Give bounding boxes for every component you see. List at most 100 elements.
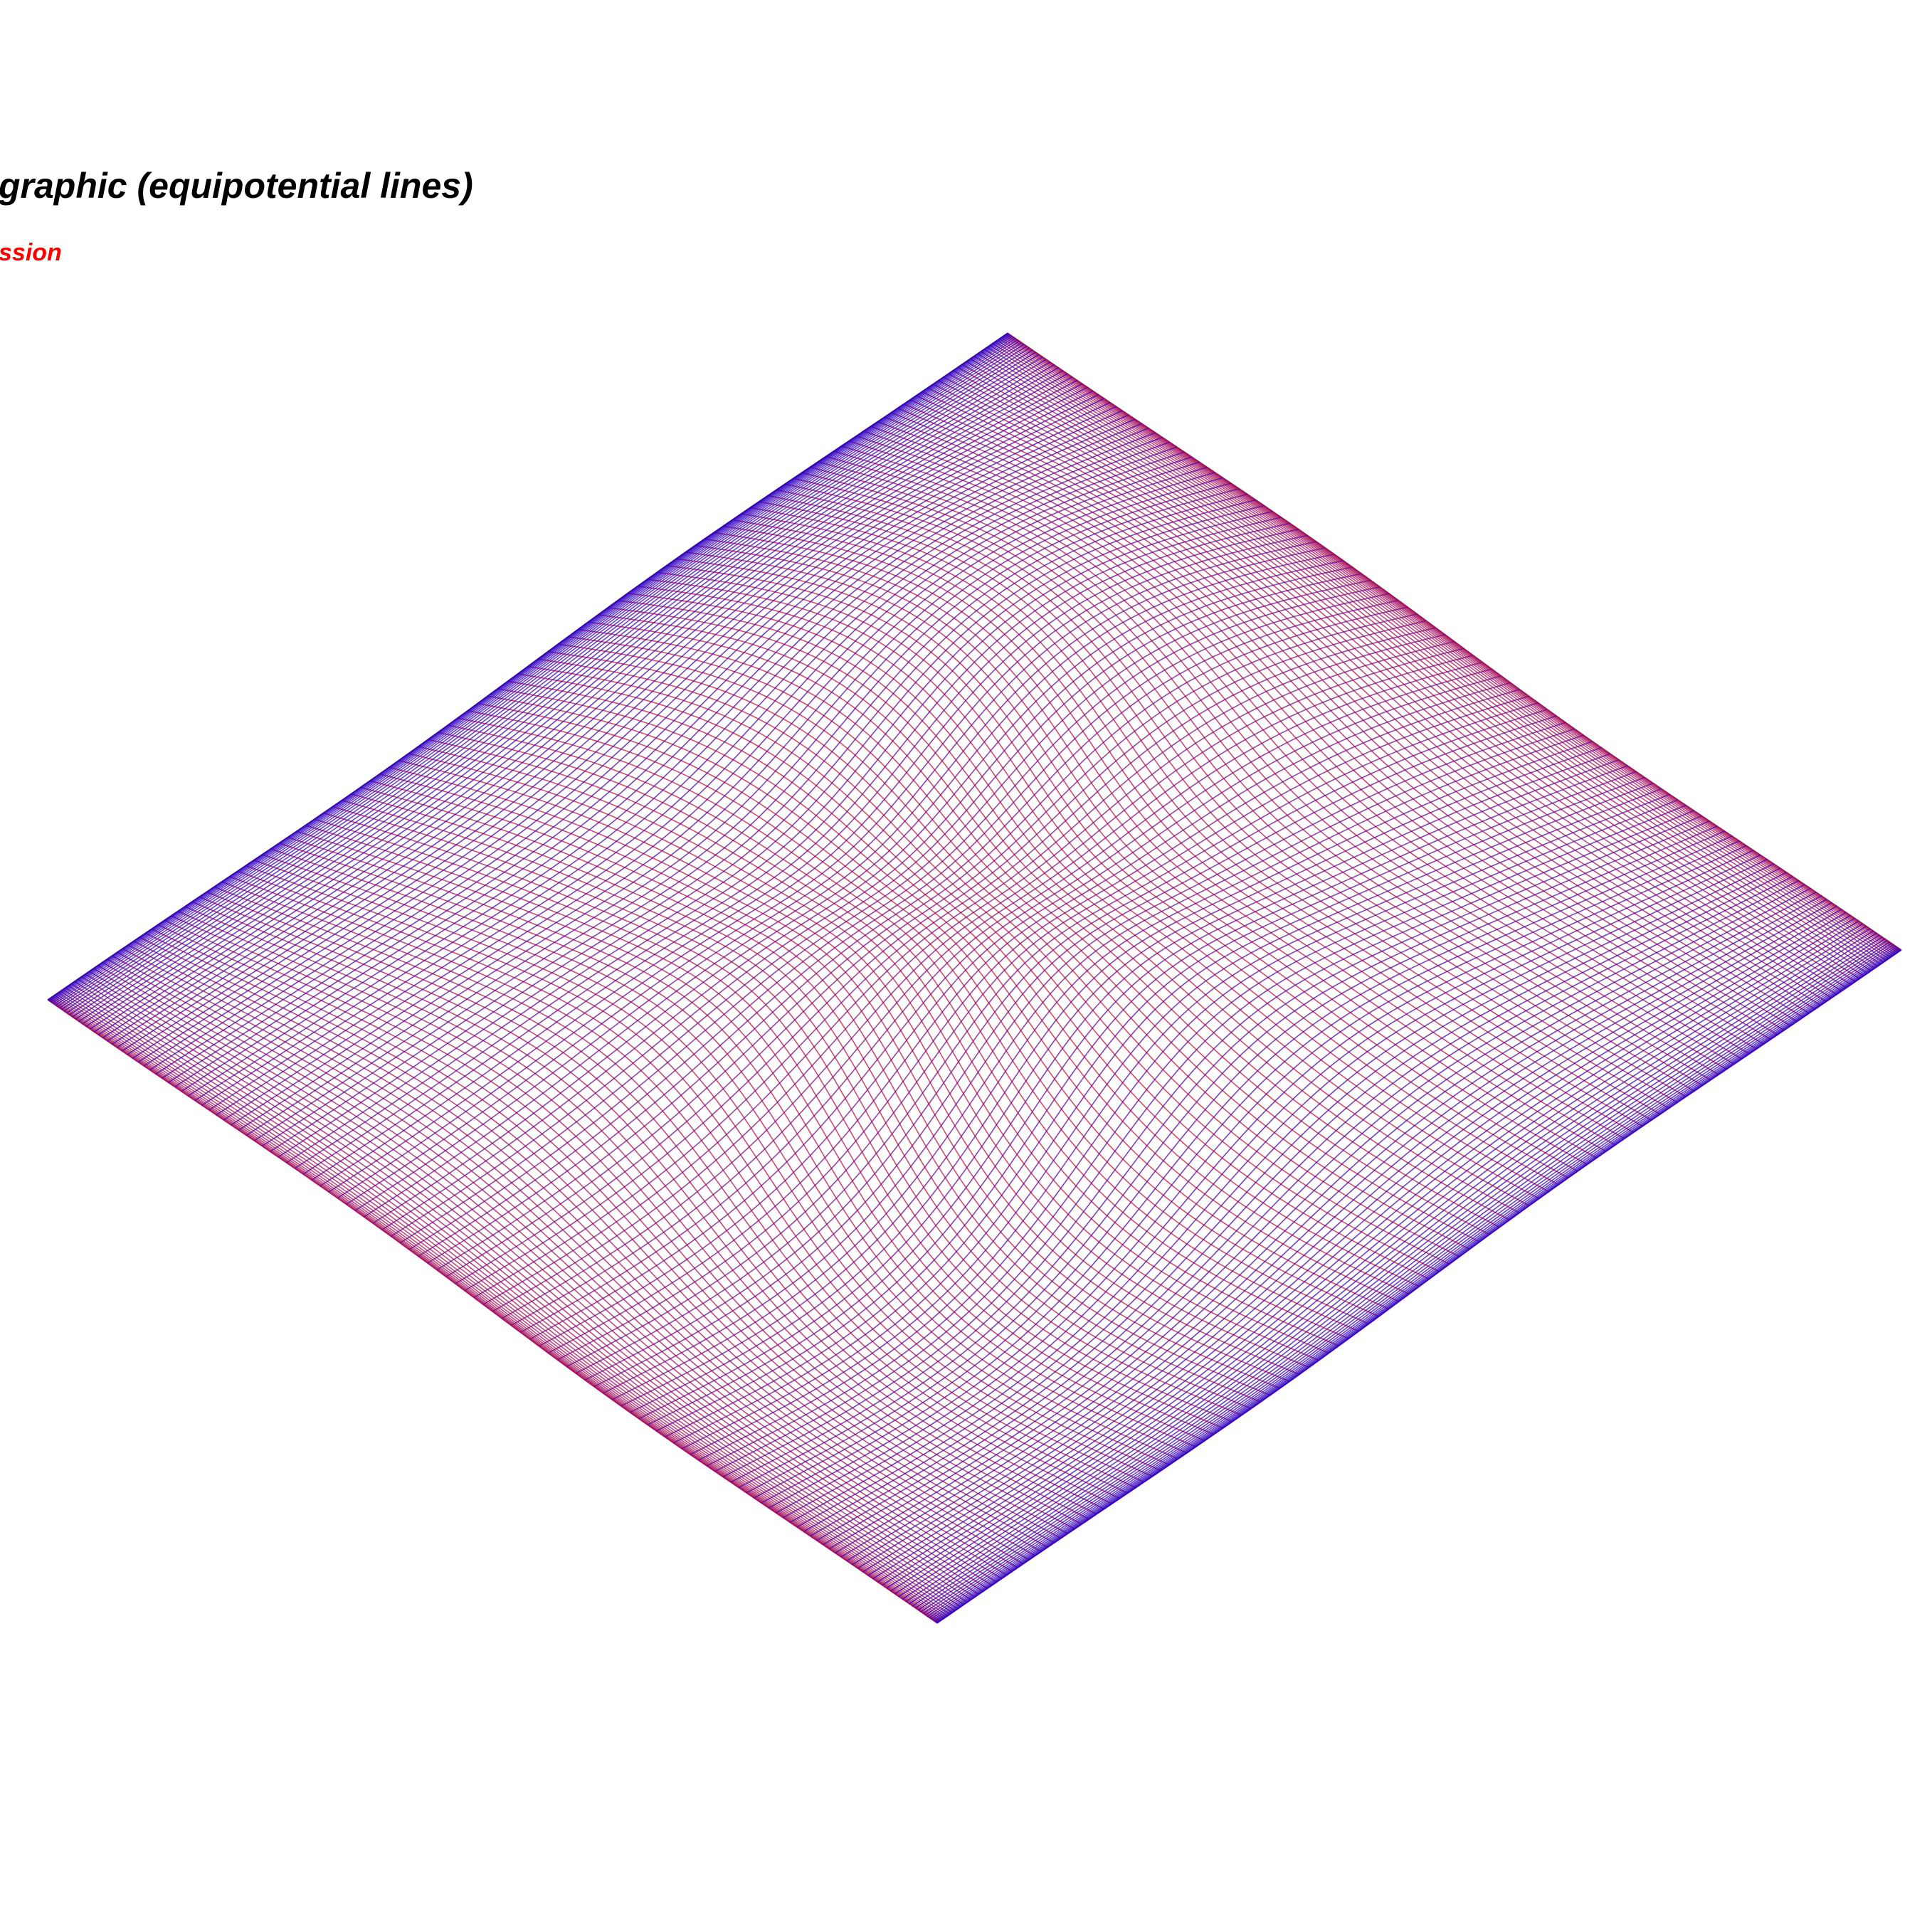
mesh-line-blue <box>61 342 1023 1010</box>
mesh-line-blue <box>143 398 1105 1067</box>
mesh-line-blue <box>72 349 1033 1018</box>
mesh-line-blue <box>187 427 1149 1097</box>
mesh-line-blue <box>898 923 1864 1598</box>
mesh-line-blue <box>48 333 1009 1001</box>
mesh-line-blue <box>647 753 1611 1426</box>
mesh-line-blue <box>127 386 1088 1055</box>
mesh-line-blue <box>789 850 1754 1524</box>
mesh-line-blue <box>149 401 1111 1071</box>
mesh-line-blue <box>931 946 1897 1620</box>
mesh-line-blue <box>69 347 1030 1015</box>
mesh-line-blue <box>93 364 1055 1033</box>
mesh-line-blue <box>57 339 1018 1008</box>
mesh-line-blue <box>936 949 1902 1624</box>
mesh-line-blue <box>482 634 1445 1305</box>
mesh-line-blue <box>427 593 1390 1264</box>
mesh-line-blue <box>816 867 1781 1541</box>
mesh-line-blue <box>208 441 1170 1111</box>
mesh-line-blue <box>690 782 1654 1455</box>
mesh-line-blue <box>925 941 1890 1616</box>
mesh-line-blue <box>363 547 1326 1218</box>
mesh-line-blue <box>934 947 1900 1622</box>
mesh-line-blue <box>917 936 1883 1611</box>
mesh-line-blue <box>803 858 1768 1532</box>
mesh-line-blue <box>927 942 1892 1617</box>
mesh-line-blue <box>872 905 1837 1580</box>
mesh-line-blue <box>216 446 1178 1116</box>
mesh-line-blue <box>835 880 1800 1554</box>
mesh-line-blue <box>761 830 1726 1504</box>
mesh-line-blue <box>547 682 1511 1354</box>
mesh-line-blue <box>285 493 1248 1163</box>
mesh-line-blue <box>102 370 1064 1039</box>
mesh-line-blue <box>116 379 1078 1048</box>
mesh-line-blue <box>930 945 1896 1620</box>
mesh-line-blue <box>75 352 1036 1020</box>
mesh-line-blue <box>746 820 1710 1494</box>
mesh-line-blue <box>933 946 1899 1622</box>
mesh-line-blue <box>603 722 1566 1394</box>
mesh-line-blue <box>278 487 1240 1158</box>
mesh-line-blue <box>882 912 1847 1586</box>
mesh-line-blue <box>302 505 1265 1175</box>
mesh-line-blue <box>510 655 1474 1326</box>
mesh-line-blue <box>922 939 1888 1615</box>
mesh-line-blue <box>681 776 1645 1450</box>
mesh-line-blue <box>593 715 1557 1388</box>
mesh-line-blue <box>201 436 1163 1106</box>
mesh-line-blue <box>776 840 1740 1514</box>
mesh-line-blue <box>566 695 1529 1368</box>
mesh-line-blue <box>390 566 1353 1237</box>
mesh-line-blue <box>49 334 1010 1003</box>
mesh-line-blue <box>311 510 1273 1181</box>
mesh-line-blue <box>111 376 1073 1045</box>
mesh-line-blue <box>492 640 1455 1312</box>
subtitle: ssion <box>0 239 62 266</box>
mesh-line-blue <box>846 887 1811 1562</box>
mesh-line-blue <box>935 948 1901 1623</box>
mesh-line-blue <box>408 579 1371 1250</box>
mesh-line-blue <box>238 461 1200 1131</box>
mesh-line-blue <box>501 648 1464 1319</box>
mesh-line-blue <box>194 432 1156 1102</box>
mesh-line-blue <box>121 383 1083 1052</box>
mesh-line-blue <box>354 541 1317 1211</box>
mesh-line-blue <box>174 418 1136 1088</box>
mesh-line-blue <box>464 620 1427 1292</box>
mesh-line-blue <box>867 902 1832 1576</box>
mesh-line-blue <box>223 451 1185 1121</box>
mesh-line-blue <box>655 759 1620 1432</box>
mesh-line-blue <box>556 689 1520 1361</box>
mesh-line-blue <box>621 734 1584 1407</box>
mesh-line-blue <box>97 366 1059 1035</box>
mesh-line-blue <box>455 613 1418 1284</box>
mesh-line-blue <box>783 845 1747 1519</box>
mesh-line-blue <box>337 529 1299 1199</box>
mesh-line-blue <box>519 661 1483 1334</box>
mesh-line-blue <box>575 702 1538 1374</box>
mesh-line-blue <box>828 875 1793 1550</box>
surface-mesh <box>47 332 1902 1624</box>
mesh-line-blue <box>584 709 1548 1381</box>
mesh-line-blue <box>722 804 1686 1478</box>
mesh-line-blue <box>78 354 1040 1023</box>
mesh-line-blue <box>66 345 1028 1014</box>
mesh-line-blue <box>253 472 1215 1141</box>
mesh-line-blue <box>730 810 1694 1483</box>
mesh-line-blue <box>529 668 1492 1340</box>
mesh-line-blue <box>664 765 1628 1438</box>
mesh-line-blue <box>768 835 1733 1509</box>
mesh-line-blue <box>167 414 1129 1083</box>
mesh-line-blue <box>132 390 1094 1059</box>
mesh-line-blue <box>914 934 1880 1609</box>
mesh-line-blue <box>90 361 1051 1030</box>
mesh-line-blue <box>754 825 1718 1499</box>
mesh-line-blue <box>63 344 1025 1012</box>
mesh-line-blue <box>294 499 1256 1169</box>
title: graphic (equipotential lines) <box>0 166 473 206</box>
mesh-line-blue <box>796 854 1761 1528</box>
mesh-line-blue <box>852 891 1817 1566</box>
mesh-line-blue <box>877 909 1842 1583</box>
mesh-line-blue <box>107 373 1068 1042</box>
